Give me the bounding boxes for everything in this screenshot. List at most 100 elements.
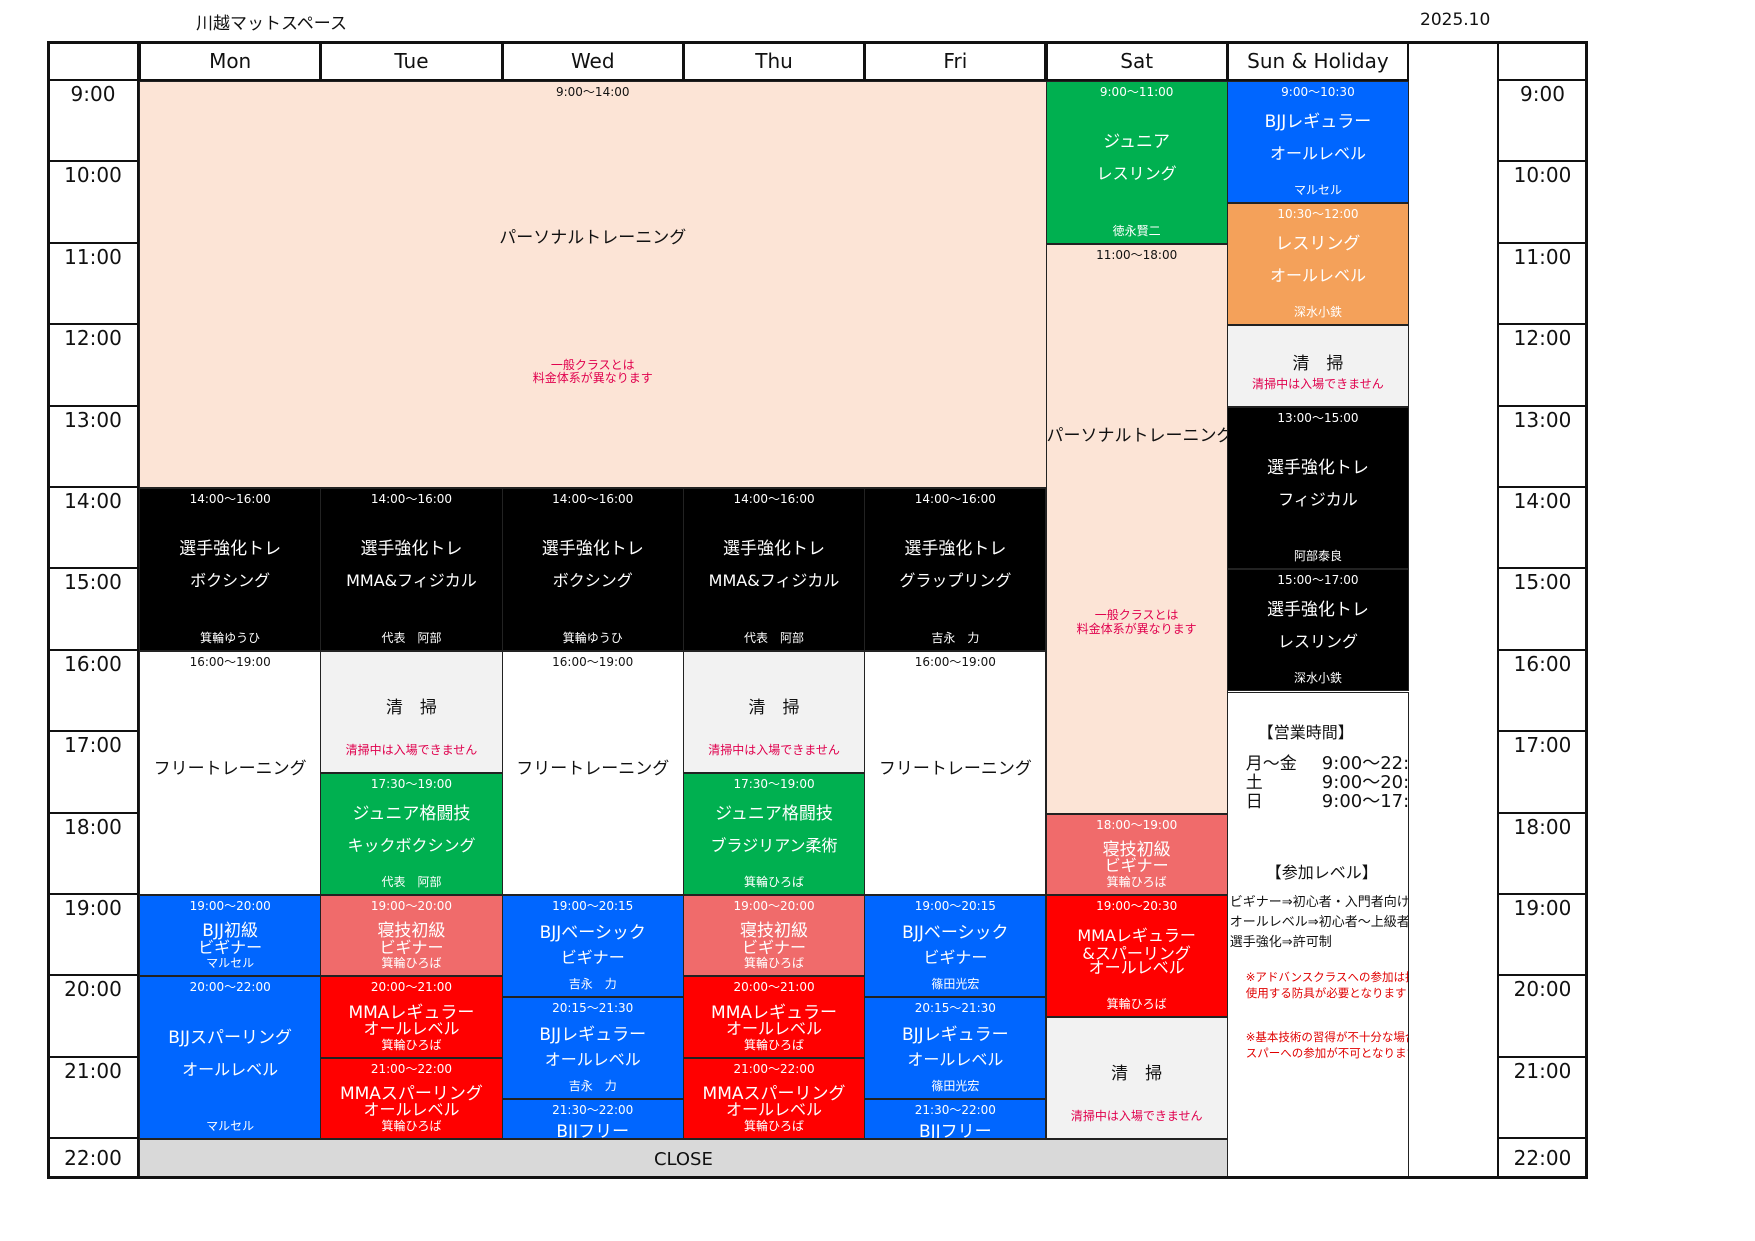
- class-time: 10:30～12:00: [1277, 207, 1359, 222]
- class-coach: マルセル: [206, 956, 255, 971]
- class-block-tue-mma-spar[interactable]: 21:00～22:00 MMAスパーリング オールレベル 箕輪ひろば: [320, 1057, 503, 1140]
- class-time: 15:00～17:00: [1277, 573, 1359, 588]
- class-subtitle: ビギナー: [379, 937, 444, 957]
- class-block-fri-bjj-reg[interactable]: 20:15～21:30 BJJレギュラー オールレベル 篠田光宏: [864, 996, 1047, 1099]
- class-block-sun-elite2[interactable]: 15:00～17:00 選手強化トレ レスリング 深水小鉄: [1226, 569, 1410, 692]
- hour-label: 20:00: [1497, 976, 1588, 1058]
- class-subtitle: オールレベル: [1269, 266, 1366, 286]
- class-subtitle: オールレベル: [363, 1100, 460, 1120]
- class-block-sat-clean[interactable]: 清 掃清掃中は入場できません: [1045, 1017, 1228, 1140]
- class-note: 清掃中は入場できません: [708, 742, 840, 757]
- class-block-thu-mma-spar[interactable]: 21:00～22:00 MMAスパーリング オールレベル 箕輪ひろば: [682, 1057, 866, 1140]
- class-coach: 吉永 力: [568, 976, 617, 991]
- hour-label: 18:00: [47, 813, 139, 895]
- class-note: 清掃中は入場できません: [1070, 1109, 1203, 1124]
- class-note: 一般クラスとは 料金体系が異なります: [1076, 608, 1197, 636]
- hours-title: 【営業時間】: [1257, 722, 1354, 742]
- class-time: 18:00～19:00: [1096, 817, 1178, 832]
- class-block-sun-bjj[interactable]: 9:00～10:30 BJJレギュラー オールレベル マルセル: [1226, 81, 1410, 204]
- class-block-mon-free[interactable]: 16:00～19:00 フリートレーニング: [139, 650, 322, 895]
- class-block-thu-junior[interactable]: 17:30～19:00 ジュニア格闘技 ブラジリアン柔術 箕輪ひろば: [682, 772, 866, 895]
- class-title: フリートレーニング: [878, 758, 1032, 779]
- class-title: 選手強化トレ: [1266, 457, 1369, 478]
- class-coach: 箕輪ひろば: [744, 956, 805, 971]
- class-block-thu-elite[interactable]: 14:00～16:00 選手強化トレ MMA&フィジカル 代表 阿部: [682, 488, 866, 651]
- class-block-fri-bjj-basic[interactable]: 19:00～20:15 BJJベーシック ビギナー 篠田光宏: [864, 895, 1047, 997]
- class-coach: 深水小鉄: [1293, 305, 1342, 320]
- class-subtitle: キックボクシング: [347, 835, 476, 855]
- hour-label: 20:00: [47, 976, 139, 1058]
- hour-label: 21:00: [1497, 1057, 1588, 1140]
- class-block-tue-junior[interactable]: 17:30～19:00 ジュニア格闘技 キックボクシング 代表 阿部: [320, 772, 503, 895]
- class-coach: 吉永 力: [931, 630, 980, 645]
- class-block-mon-elite[interactable]: 14:00～16:00 選手強化トレ ボクシング 箕輪ゆうひ: [139, 488, 322, 651]
- class-time: 14:00～16:00: [189, 492, 271, 506]
- class-time: 21:00～22:00: [370, 1061, 453, 1076]
- class-title: 清 掃: [748, 697, 800, 718]
- class-title: パーソナルトレーニング: [499, 227, 687, 248]
- class-block-mon-bjj-spar[interactable]: 20:00～22:00 BJJスパーリング オールレベル マルセル: [139, 976, 322, 1140]
- hour-label: 21:00: [47, 1057, 139, 1140]
- class-block-sun-elite1[interactable]: 13:00～15:00 選手強化トレ フィジカル 阿部泰良: [1226, 406, 1410, 570]
- class-block-wed-free[interactable]: 16:00～19:00 フリートレーニング: [501, 650, 684, 895]
- class-block-wed-bjj-reg[interactable]: 20:15～21:30 BJJレギュラー オールレベル 吉永 力: [501, 996, 684, 1099]
- class-block-tue-newaza[interactable]: 19:00～20:00 寝技初級 ビギナー 箕輪ひろば: [320, 895, 503, 977]
- class-subtitle: レスリング: [1277, 632, 1358, 652]
- class-block-fri-elite[interactable]: 14:00～16:00 選手強化トレ グラップリング 吉永 力: [864, 488, 1047, 651]
- class-block-thu-clean[interactable]: 清 掃清掃中は入場できません: [682, 650, 866, 773]
- class-title: BJJフリー: [918, 1122, 992, 1140]
- class-title: パーソナルトレーニング: [1046, 426, 1228, 447]
- class-block-personal-weekday[interactable]: 9:00～14:00 パーソナルトレーニング 一般クラスとは 料金体系が異なります: [139, 81, 1047, 488]
- level-item: ビギナー⇒初心者・入門者向け: [1229, 894, 1410, 910]
- class-block-thu-mma[interactable]: 20:00～21:00 MMAレギュラー オールレベル 箕輪ひろば: [682, 976, 866, 1058]
- day-header: Sun & Holiday: [1226, 41, 1410, 81]
- class-time: 16:00～19:00: [189, 654, 271, 669]
- hour-label: 22:00: [1497, 1139, 1588, 1180]
- info-panel: 【営業時間】月～金 9:00～22:00 土 9:00～20:30 日 9:00～17:0…: [1226, 691, 1410, 1180]
- class-subtitle: オールレベル: [907, 1049, 1004, 1069]
- class-time: 16:00～19:00: [914, 654, 996, 669]
- class-title: 寝技初級: [377, 921, 446, 942]
- class-block-mon-bjj-beg[interactable]: 19:00～20:00 BJJ初級 ビギナー マルセル: [139, 895, 322, 977]
- class-coach: 箕輪ゆうひ: [562, 630, 623, 645]
- class-block-fri-free[interactable]: 16:00～19:00 フリートレーニング: [864, 650, 1047, 895]
- class-block-sat-mma[interactable]: 19:00～20:30 MMAレギュラー &スパーリング オールレベル 箕輪ひろば: [1045, 895, 1228, 1018]
- class-coach: 箕輪ひろば: [381, 1037, 442, 1052]
- class-time: 14:00～16:00: [914, 492, 996, 506]
- class-title: 清 掃: [385, 697, 437, 718]
- class-block-sun-clean[interactable]: 清 掃清掃中は入場できません: [1226, 325, 1410, 407]
- level-item: オールレベル⇒初心者～上級者: [1229, 914, 1410, 930]
- schedule-date: 2025.10: [1420, 10, 1491, 30]
- hours-day: 日: [1245, 791, 1263, 812]
- class-time: 9:00～10:30: [1281, 85, 1355, 99]
- class-title: ジュニア格闘技: [352, 803, 471, 824]
- class-block-wed-elite[interactable]: 14:00～16:00 選手強化トレ ボクシング 箕輪ゆうひ: [501, 488, 684, 651]
- level-item: 選手強化⇒許可制: [1229, 934, 1332, 950]
- class-block-wed-bjj-free[interactable]: 21:30～22:00 BJJフリー: [501, 1098, 684, 1140]
- day-header: Wed: [501, 41, 684, 81]
- class-block-sat-junior-wr[interactable]: 9:00～11:00 ジュニア レスリング 徳永賢二: [1045, 81, 1228, 244]
- class-time: 16:00～19:00: [552, 654, 634, 669]
- class-title: MMAレギュラー: [711, 1002, 838, 1023]
- class-subtitle: ビギナー: [742, 937, 807, 957]
- class-title: ジュニア: [1103, 132, 1171, 153]
- class-title: 選手強化トレ: [541, 539, 644, 560]
- class-time: 17:30～19:00: [370, 776, 453, 791]
- hour-label: 19:00: [1497, 895, 1588, 977]
- class-time: 19:00～20:15: [914, 899, 996, 913]
- class-time: 20:15～21:30: [552, 1000, 634, 1015]
- class-block-wed-bjj-basic[interactable]: 19:00～20:15 BJJベーシック ビギナー 吉永 力: [501, 895, 684, 997]
- class-block-sat-personal[interactable]: 11:00～18:00 パーソナルトレーニング 一般クラスとは 料金体系が異なります: [1045, 243, 1228, 814]
- class-block-sun-wr[interactable]: 10:30～12:00 レスリング オールレベル 深水小鉄: [1226, 203, 1410, 326]
- class-block-sat-newaza[interactable]: 18:00～19:00 寝技初級 ビギナー 箕輪ひろば: [1045, 813, 1228, 895]
- class-block-fri-bjj-free[interactable]: 21:30～22:00 BJJフリー: [864, 1098, 1047, 1140]
- class-block-tue-elite[interactable]: 14:00～16:00 選手強化トレ MMA&フィジカル 代表 阿部: [320, 488, 503, 651]
- hour-label: 18:00: [1497, 813, 1588, 895]
- class-block-tue-clean[interactable]: 清 掃清掃中は入場できません: [320, 650, 503, 773]
- day-header: Thu: [682, 41, 866, 81]
- class-block-thu-newaza[interactable]: 19:00～20:00 寝技初級 ビギナー 箕輪ひろば: [682, 895, 866, 977]
- class-subtitle: オールレベル: [182, 1059, 279, 1079]
- hours-time: 9:00～17:00: [1321, 790, 1410, 812]
- hour-label: 17:00: [1497, 732, 1588, 814]
- class-block-tue-mma[interactable]: 20:00～21:00 MMAレギュラー オールレベル 箕輪ひろば: [320, 976, 503, 1058]
